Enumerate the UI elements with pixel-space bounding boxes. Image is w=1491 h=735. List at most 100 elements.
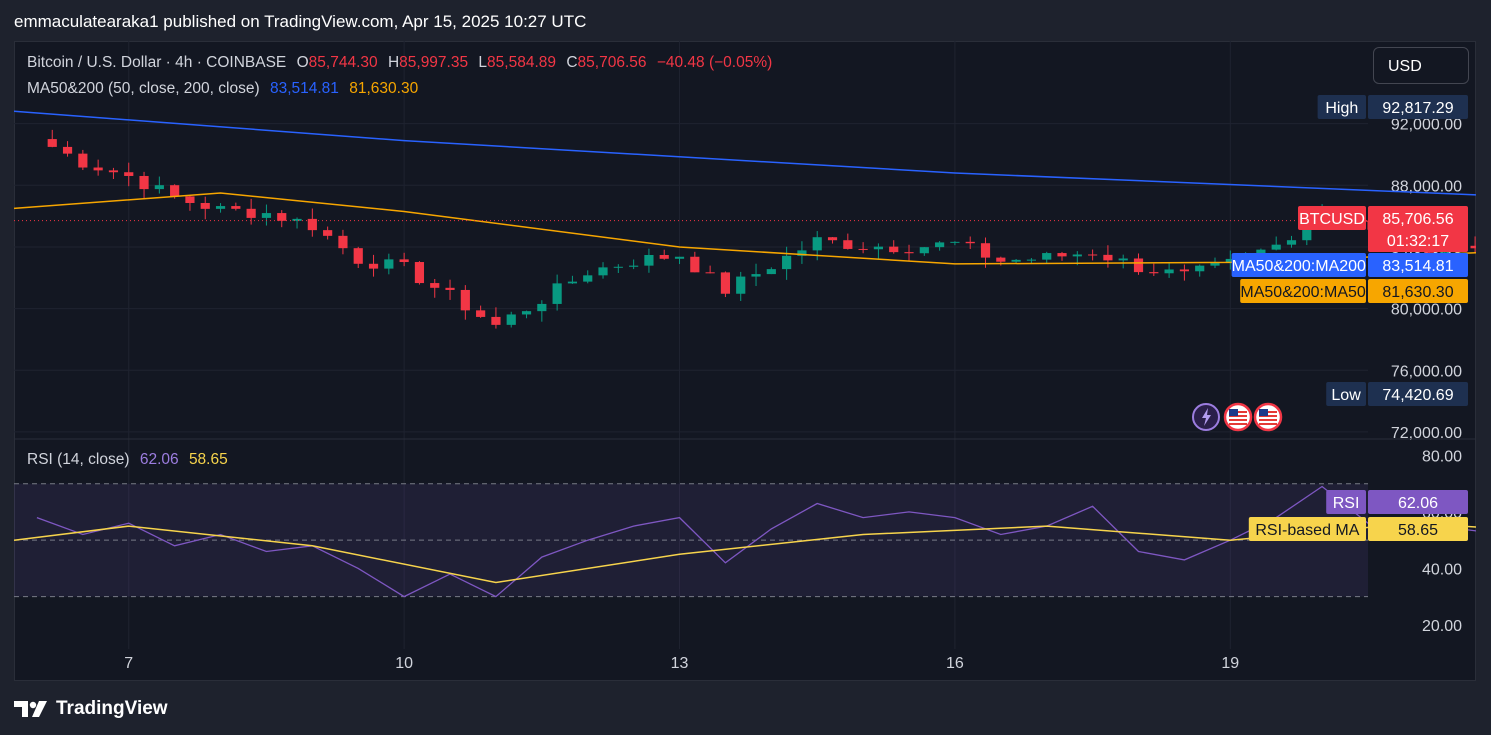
candle-up [1271,244,1281,250]
candle-down [200,202,210,209]
candle-down [460,289,470,311]
last-price-symbol: BTCUSD [1299,211,1365,228]
rsi-ma-line [14,522,1476,584]
rsi-ma-value-label-value: 58.65 [1398,522,1438,539]
tradingview-logo[interactable]: TradingView [14,698,168,720]
high-value: 85,997.35 [399,54,469,71]
candle-up [1302,224,1312,241]
candle-up [613,266,623,268]
low-price-label-label: Low [1331,387,1361,404]
low-label: L [478,54,488,71]
rsi-value-label-value: 62.06 [1398,495,1438,512]
ma50-legend-value: 81,630.30 [349,80,419,97]
tradingview-brand: TradingView [56,698,168,719]
rsi-indicator-label[interactable]: RSI (14, close) [27,451,130,468]
ma200-line [14,110,1476,196]
candle-down [965,241,975,244]
ma50-price-label: MA50&200:MA50 81,630.30 [1240,279,1468,303]
candle-down [980,243,991,258]
candle-up [567,281,578,284]
x-tick-label: 10 [395,655,413,672]
change-value: −40.48 (−0.05%) [656,54,773,71]
candle-up [797,250,807,256]
candle-down [827,237,838,241]
candle-up [1210,262,1220,266]
open-label: O [296,54,309,71]
candle-down [996,257,1006,262]
candle-up [1072,254,1082,257]
candle-down [476,310,486,317]
candle-up [629,265,639,267]
price-tick-label: 76,000.00 [1391,363,1462,380]
candle-down [78,153,88,168]
candle-down [1103,254,1113,261]
ma-indicator-label[interactable]: MA50&200 (50, close, 200, close) [27,80,260,97]
candle-down [414,262,425,284]
ma50-line [14,192,1476,265]
chart-panel [14,41,1476,681]
candle-down [62,146,73,154]
candle-up [215,206,226,209]
rsi-ma-value-label-label: RSI-based MA [1255,522,1359,539]
high-price-label: High 92,817.29 [1317,95,1468,119]
rsi-ma-value-label: RSI-based MA 58.65 [1248,517,1468,541]
low-price-label-value: 74,420.69 [1382,387,1453,404]
candle-down [1470,245,1476,249]
close-value: 85,706.56 [577,54,647,71]
price-tick-label: 72,000.00 [1391,425,1462,442]
rsi-line [36,485,1476,598]
candle-down [399,259,409,263]
high-price-label-label: High [1325,100,1358,117]
candle-up [1195,265,1205,272]
candle-up [751,274,761,277]
candle-up [812,237,822,251]
ma200-legend-value: 83,514.81 [269,80,339,97]
candle-down [1133,258,1144,273]
candle-up [521,311,532,315]
ma50-price-label-label: MA50&200:MA50 [1240,284,1366,301]
candle-up [674,256,685,259]
candle-countdown: 01:32:17 [1387,233,1449,250]
symbol-description[interactable]: Bitcoin / U.S. Dollar · 4h · COINBASE [27,54,287,71]
low-price-label-label-bg [1326,382,1366,406]
low-price-label: Low 74,420.69 [1326,382,1468,406]
candle-down [904,252,914,254]
candle-up [1256,249,1266,255]
candle-down [720,272,731,294]
high-price-label-label-bg [1317,95,1366,119]
high-price-label-value: 92,817.29 [1382,100,1453,117]
candle-up [1164,269,1174,274]
candle-up [552,283,562,304]
candle-up [384,259,394,269]
open-value: 85,744.30 [308,54,378,71]
rsi-tick-label: 40.00 [1422,561,1462,578]
currency-button[interactable]: USD [1373,47,1469,84]
price-chart[interactable]: 710131619222528Apr471013161972,000.0076,… [14,41,1476,681]
last-price-value-bg [1368,206,1468,252]
candle-down [307,218,317,231]
candle-up [1286,240,1297,245]
event-icons [1192,402,1283,432]
rsi-tick-label: 20.00 [1422,618,1462,635]
candle-down [170,185,180,197]
rsi-value-label-label-bg [1326,490,1366,514]
rsi-value-label-value-bg [1368,490,1468,514]
x-tick-label: 16 [946,655,964,672]
ma200-price-label-label: MA50&200:MA200 [1232,258,1366,275]
candle-up [261,213,272,218]
low-price-label-value-bg [1368,382,1468,406]
flag-canton [1259,409,1268,416]
ma50-price-label-label-bg [1240,279,1366,303]
candle-down [1088,254,1098,256]
candle-up [598,267,608,276]
rsi-value-label: RSI 62.06 [1326,490,1468,514]
ma50-price-label-value-bg [1368,279,1468,303]
candle-down [1057,253,1067,257]
candle-up [644,254,654,266]
flag-stripe [1259,423,1277,425]
ma200-price-label-value-bg [1368,253,1468,277]
x-tick-label: 13 [671,655,689,672]
candle-up [537,303,547,312]
price-tick-label: 92,000.00 [1391,117,1462,134]
candle-down [843,240,853,249]
